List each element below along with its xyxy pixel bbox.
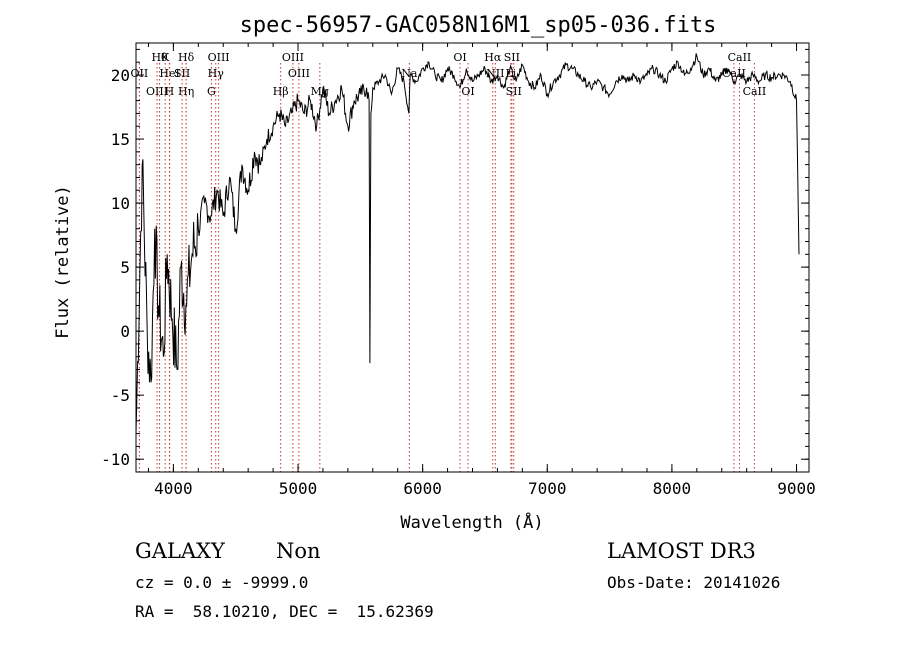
survey-label: LAMOST DR3 <box>607 539 756 563</box>
line-label-13: OIII <box>288 67 310 80</box>
line-label-20: SII <box>504 51 520 64</box>
x-tick-label-4: 8000 <box>653 479 692 498</box>
plot-frame <box>135 42 810 473</box>
x-tick-label-2: 6000 <box>403 479 442 498</box>
y-tick-label-3: 5 <box>120 258 130 277</box>
chart-title: spec-56957-GAC058N16M1_sp05-036.fits <box>240 13 717 38</box>
y-tick-label-0: -10 <box>101 450 130 469</box>
x-tick-label-0: 4000 <box>154 479 193 498</box>
line-label-7: H <box>165 85 175 98</box>
subclass: Non <box>276 539 321 563</box>
y-tick-label-5: 15 <box>111 130 130 149</box>
line-label-21: NII <box>486 67 504 80</box>
line-label-17: OI <box>453 51 466 64</box>
obs-date: Obs-Date: 20141026 <box>607 573 781 592</box>
x-axis-label: Wavelength (Å) <box>400 511 543 533</box>
redshift-value: cz = 0.0 ± -9999.0 <box>135 573 309 592</box>
line-label-8: Hδ <box>178 51 195 64</box>
object-class: GALAXY <box>135 539 225 563</box>
x-tick-label-5: 9000 <box>777 479 816 498</box>
x-tick-label-1: 5000 <box>279 479 318 498</box>
y-axis-label: Flux (relative) <box>53 185 73 339</box>
line-label-4: HeI <box>159 67 179 80</box>
line-label-12: OIII <box>282 51 304 64</box>
line-label-23: SII <box>506 85 522 98</box>
line-label-10: Hγ <box>208 67 225 80</box>
line-label-11: G <box>207 85 216 98</box>
ra-dec: RA = 58.10210, DEC = 15.62369 <box>135 602 434 621</box>
line-label-22: Li <box>505 67 516 80</box>
y-tick-label-1: -5 <box>111 386 130 405</box>
y-tick-label-4: 10 <box>111 194 130 213</box>
line-label-2: Hθ <box>151 51 168 64</box>
line-label-9: OIII <box>208 51 230 64</box>
line-label-3: K <box>161 51 170 64</box>
line-label-19: Hα <box>484 51 502 64</box>
y-tick-label-6: 20 <box>111 66 130 85</box>
line-label-14: Hβ <box>273 85 289 98</box>
line-label-18: OI <box>461 85 474 98</box>
y-tick-label-2: 0 <box>120 322 130 341</box>
line-label-16: Na <box>401 67 418 80</box>
line-label-0: OII <box>131 67 149 80</box>
x-tick-label-3: 7000 <box>528 479 567 498</box>
line-label-24: CaII <box>728 51 752 64</box>
line-label-6: SII <box>174 67 190 80</box>
line-label-26: CaII <box>743 85 767 98</box>
line-label-1: OIII <box>146 85 168 98</box>
series-line-0 <box>135 53 800 434</box>
